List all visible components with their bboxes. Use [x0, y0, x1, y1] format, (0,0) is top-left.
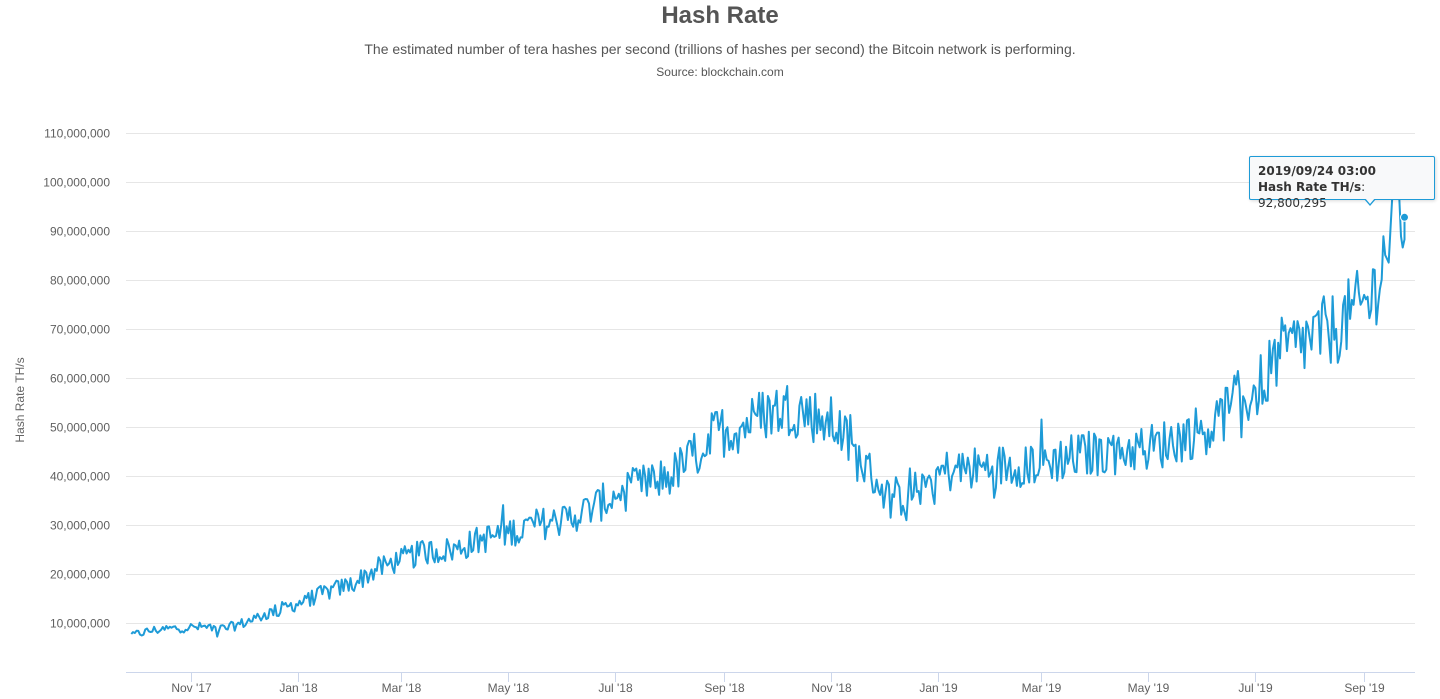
- y-tick-label: 90,000,000: [50, 225, 110, 239]
- tooltip-pointer-fill: [1365, 198, 1375, 204]
- y-axis-ticks: 10,000,000 20,000,000 30,000,000 40,000,000…: [43, 127, 110, 631]
- x-tick-label: Nov '18: [811, 681, 852, 695]
- x-tick-label: May '18: [488, 681, 530, 695]
- y-tick-label: 20,000,000: [50, 568, 110, 582]
- y-tick-label: 10,000,000: [50, 617, 110, 631]
- series-line-hash-rate[interactable]: [130, 171, 1406, 638]
- tooltip-value: 92,800,295: [1258, 196, 1327, 210]
- x-tick-label: May '19: [1128, 681, 1170, 695]
- x-tick-label: Nov '17: [171, 681, 212, 695]
- plot-area[interactable]: [130, 171, 1406, 638]
- chart-source: Source: blockchain.com: [656, 65, 784, 79]
- tooltip-series-label: Hash Rate TH/s: [1258, 180, 1362, 194]
- y-tick-label: 40,000,000: [50, 470, 110, 484]
- y-tick-label: 80,000,000: [50, 274, 110, 288]
- tooltip-row: Hash Rate TH/s: 92,800,295: [1258, 179, 1426, 211]
- x-tick-label: Jan '18: [279, 681, 318, 695]
- x-tick-label: Jul '18: [598, 681, 633, 695]
- x-tick-label: Mar '18: [382, 681, 422, 695]
- x-tick-label: Sep '18: [704, 681, 745, 695]
- x-tick-label: Jul '19: [1238, 681, 1273, 695]
- y-tick-label: 60,000,000: [50, 372, 110, 386]
- y-tick-label: 70,000,000: [50, 323, 110, 337]
- grid-lines: [126, 133, 1415, 624]
- x-tick-label: Sep '19: [1344, 681, 1385, 695]
- x-tick-label: Mar '19: [1022, 681, 1062, 695]
- y-axis-label: Hash Rate TH/s: [13, 357, 27, 442]
- hover-marker: [1400, 212, 1409, 222]
- data-tooltip: 2019/09/24 03:00 Hash Rate TH/s: 92,800,…: [1249, 156, 1435, 210]
- y-tick-label: 50,000,000: [50, 421, 110, 435]
- chart-subtitle: The estimated number of tera hashes per …: [364, 41, 1076, 57]
- x-axis-ticks: Nov '17 Jan '18 Mar '18 May '18 Jul '18 Sep '…: [171, 672, 1385, 695]
- tooltip-separator: :: [1361, 180, 1366, 194]
- y-tick-label: 30,000,000: [50, 519, 110, 533]
- tooltip-date: 2019/09/24 03:00: [1258, 164, 1376, 178]
- y-tick-label: 100,000,000: [43, 176, 110, 190]
- chart-title: Hash Rate: [661, 2, 779, 29]
- y-tick-label: 110,000,000: [44, 127, 110, 141]
- x-tick-label: Jan '19: [919, 681, 958, 695]
